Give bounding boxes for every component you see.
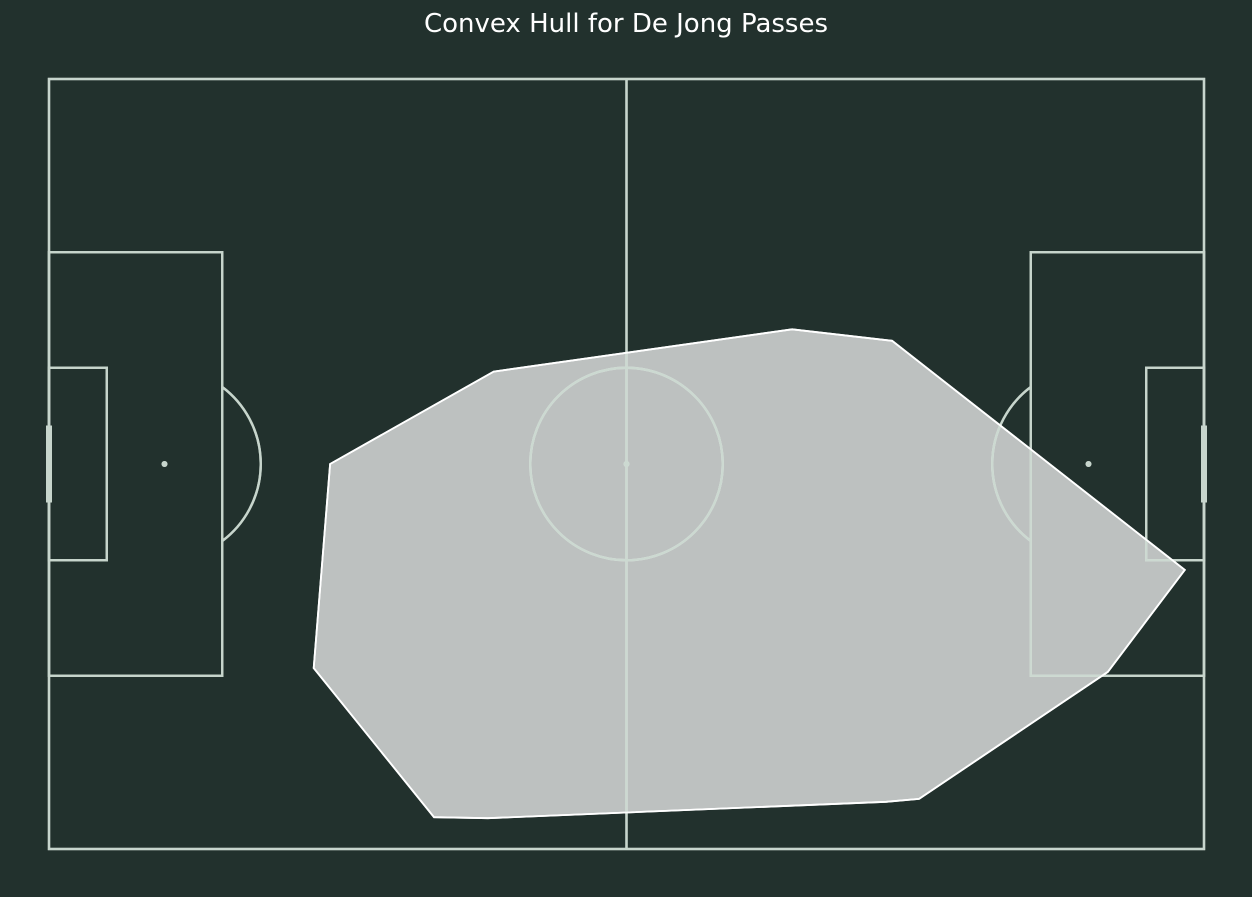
penalty-spot-right: [1085, 461, 1092, 467]
chart-title: Convex Hull for De Jong Passes: [424, 9, 828, 39]
pitch-markings-overlay: [46, 77, 1207, 851]
penalty-spot-left: [161, 461, 168, 467]
convex-hull-border: [312, 328, 1187, 820]
center-spot: [623, 461, 630, 467]
penalty-arc-right: [991, 386, 1032, 542]
penalty-arc-left: [221, 386, 262, 542]
center-circle: [529, 366, 724, 562]
